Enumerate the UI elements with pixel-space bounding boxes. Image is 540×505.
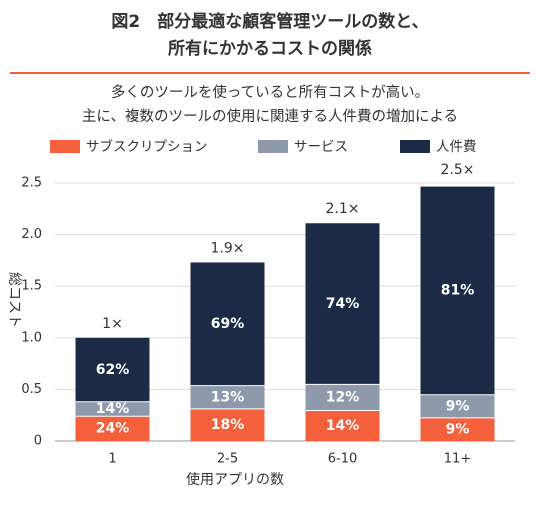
y-tick-label: 2.0 xyxy=(21,227,42,242)
data-label: 18% xyxy=(211,417,245,433)
y-tick-label: 2.5 xyxy=(21,176,42,191)
total-label: 1.9× xyxy=(211,240,245,256)
bar-segment xyxy=(420,417,495,441)
bar-segment xyxy=(305,223,380,385)
legend-swatch xyxy=(400,140,430,153)
subtitle: 主に、複数のツールの使用に関連する人件費の増加による xyxy=(82,108,458,125)
data-label: 24% xyxy=(96,421,130,437)
x-tick-label: 2-5 xyxy=(217,452,238,467)
chart-title: 所有にかかるコストの関係 xyxy=(168,38,372,59)
y-axis-label: 総コスト xyxy=(6,272,22,328)
data-label: 81% xyxy=(441,283,475,299)
total-label: 2.1× xyxy=(326,201,360,217)
data-label: 14% xyxy=(326,418,360,434)
data-label: 69% xyxy=(211,316,245,332)
x-axis-label: 使用アプリの数 xyxy=(186,471,284,488)
bar-segment xyxy=(420,186,495,395)
data-label: 74% xyxy=(326,296,360,312)
legend-swatch xyxy=(258,140,288,153)
x-tick-label: 6-10 xyxy=(328,452,358,467)
legend-label: サービス xyxy=(294,139,348,155)
bar-segment xyxy=(75,401,150,417)
y-tick-label: 0 xyxy=(34,434,42,449)
data-label: 9% xyxy=(446,398,470,414)
y-tick-label: 0.5 xyxy=(21,382,42,397)
bar-segment xyxy=(190,385,265,409)
y-tick-label: 1.5 xyxy=(21,279,42,294)
data-label: 62% xyxy=(96,362,130,378)
legend-label: 人件費 xyxy=(436,139,477,155)
x-tick-label: 11+ xyxy=(444,452,471,467)
legend-swatch xyxy=(50,140,80,153)
bar-segment xyxy=(420,394,495,418)
x-tick-label: 1 xyxy=(108,452,116,467)
bar-segment xyxy=(190,408,265,441)
legend-label: サブスクリプション xyxy=(86,138,208,155)
bar-segment xyxy=(305,384,380,411)
total-label: 1× xyxy=(102,316,123,332)
total-label: 2.5× xyxy=(441,162,475,178)
y-tick-label: 1.0 xyxy=(21,330,42,345)
subtitle: 多くのツールを使っていると所有コストが高い。 xyxy=(111,84,429,101)
bar-segment xyxy=(75,337,150,402)
data-label: 12% xyxy=(326,389,360,405)
bar-segment xyxy=(190,262,265,386)
data-label: 14% xyxy=(96,401,130,417)
bar-segment xyxy=(75,416,150,441)
bar-segment xyxy=(305,410,380,441)
data-label: 9% xyxy=(446,421,470,437)
chart-title: 図2 部分最適な顧客管理ツールの数と、 xyxy=(111,11,428,32)
data-label: 13% xyxy=(211,389,245,405)
